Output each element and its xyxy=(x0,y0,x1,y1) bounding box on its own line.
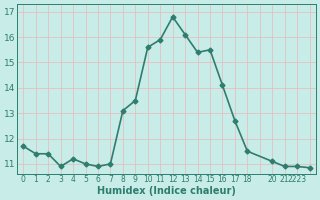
X-axis label: Humidex (Indice chaleur): Humidex (Indice chaleur) xyxy=(97,186,236,196)
